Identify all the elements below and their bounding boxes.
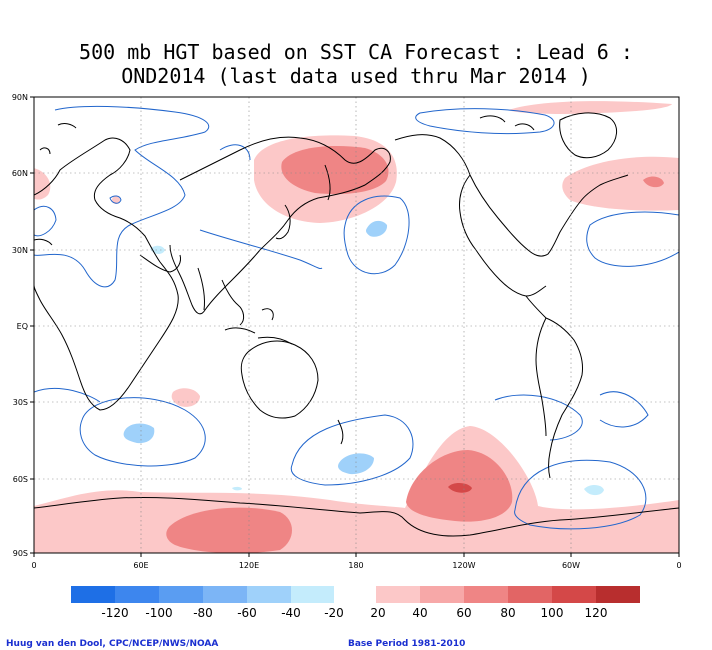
positive-anomaly-shading bbox=[34, 101, 679, 553]
longitude-labels: 0 60E 120E 180 120W 60W 0 bbox=[31, 561, 681, 570]
lon-label-120e: 120E bbox=[239, 561, 259, 570]
coastlines bbox=[34, 112, 679, 537]
legend-label-pos-100: 100 bbox=[541, 606, 564, 620]
lat-label-60s: 60S bbox=[13, 475, 28, 484]
color-legend: -120 -100 -80 -60 -40 -20 20 40 60 80 10… bbox=[71, 586, 640, 620]
lon-label-0-right: 0 bbox=[676, 561, 681, 570]
lon-label-120w: 120W bbox=[452, 561, 475, 570]
map-title-line1: 500 mb HGT based on SST CA Forecast : Le… bbox=[79, 40, 633, 64]
lon-label-0: 0 bbox=[31, 561, 36, 570]
legend-label-pos-120: 120 bbox=[585, 606, 608, 620]
legend-label-pos-80: 80 bbox=[500, 606, 515, 620]
axis-ticks bbox=[30, 96, 680, 557]
lat-label-30s: 30S bbox=[13, 398, 28, 407]
legend-swatch-neg-80 bbox=[159, 586, 203, 603]
legend-label-neg-60: -60 bbox=[237, 606, 257, 620]
legend-swatch-neg-120 bbox=[71, 586, 115, 603]
legend-swatch-neg-40 bbox=[247, 586, 291, 603]
lat-label-90n: 90N bbox=[12, 93, 28, 102]
lat-label-60n: 60N bbox=[12, 169, 28, 178]
legend-swatch-neg-20 bbox=[291, 586, 334, 603]
legend-label-neg-20: -20 bbox=[324, 606, 344, 620]
legend-label-pos-60: 60 bbox=[456, 606, 471, 620]
negative-anomaly-shading bbox=[123, 220, 604, 496]
legend-swatch-neg-100 bbox=[115, 586, 159, 603]
lat-label-eq: EQ bbox=[17, 322, 28, 331]
map-plot-area bbox=[34, 97, 679, 553]
base-period-note: Base Period 1981-2010 bbox=[348, 639, 466, 649]
latitude-labels: 90N 60N 30N EQ 30S 60S 90S bbox=[12, 93, 28, 558]
legend-label-neg-40: -40 bbox=[281, 606, 301, 620]
lon-label-60w: 60W bbox=[562, 561, 580, 570]
legend-label-pos-20: 20 bbox=[370, 606, 385, 620]
lon-label-180: 180 bbox=[348, 561, 363, 570]
legend-swatch-pos-60 bbox=[464, 586, 508, 603]
author-credit: Huug van den Dool, CPC/NCEP/NWS/NOAA bbox=[6, 639, 219, 649]
legend-swatch-pos-80 bbox=[508, 586, 552, 603]
lat-label-90s: 90S bbox=[13, 549, 28, 558]
legend-swatch-neg-60 bbox=[203, 586, 247, 603]
lat-label-30n: 30N bbox=[12, 246, 28, 255]
legend-swatch-pos-20 bbox=[376, 586, 420, 603]
legend-swatch-pos-120 bbox=[596, 586, 640, 603]
legend-swatch-pos-100 bbox=[552, 586, 596, 603]
legend-label-neg-100: -100 bbox=[145, 606, 172, 620]
legend-label-pos-40: 40 bbox=[412, 606, 427, 620]
legend-swatch-pos-40 bbox=[420, 586, 464, 603]
lon-label-60e: 60E bbox=[133, 561, 148, 570]
map-title-line2: OND2014 (last data used thru Mar 2014 ) bbox=[121, 64, 591, 88]
legend-label-neg-80: -80 bbox=[193, 606, 213, 620]
legend-label-neg-120: -120 bbox=[101, 606, 128, 620]
